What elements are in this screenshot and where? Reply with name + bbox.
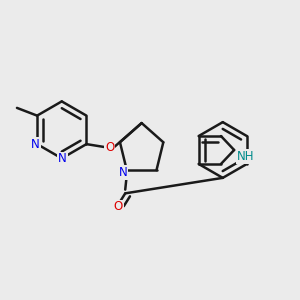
Text: N: N <box>119 166 128 179</box>
Text: N: N <box>31 138 40 151</box>
Text: N: N <box>58 152 67 166</box>
Text: O: O <box>105 141 114 154</box>
Text: O: O <box>114 200 123 214</box>
Text: NH: NH <box>237 150 255 163</box>
